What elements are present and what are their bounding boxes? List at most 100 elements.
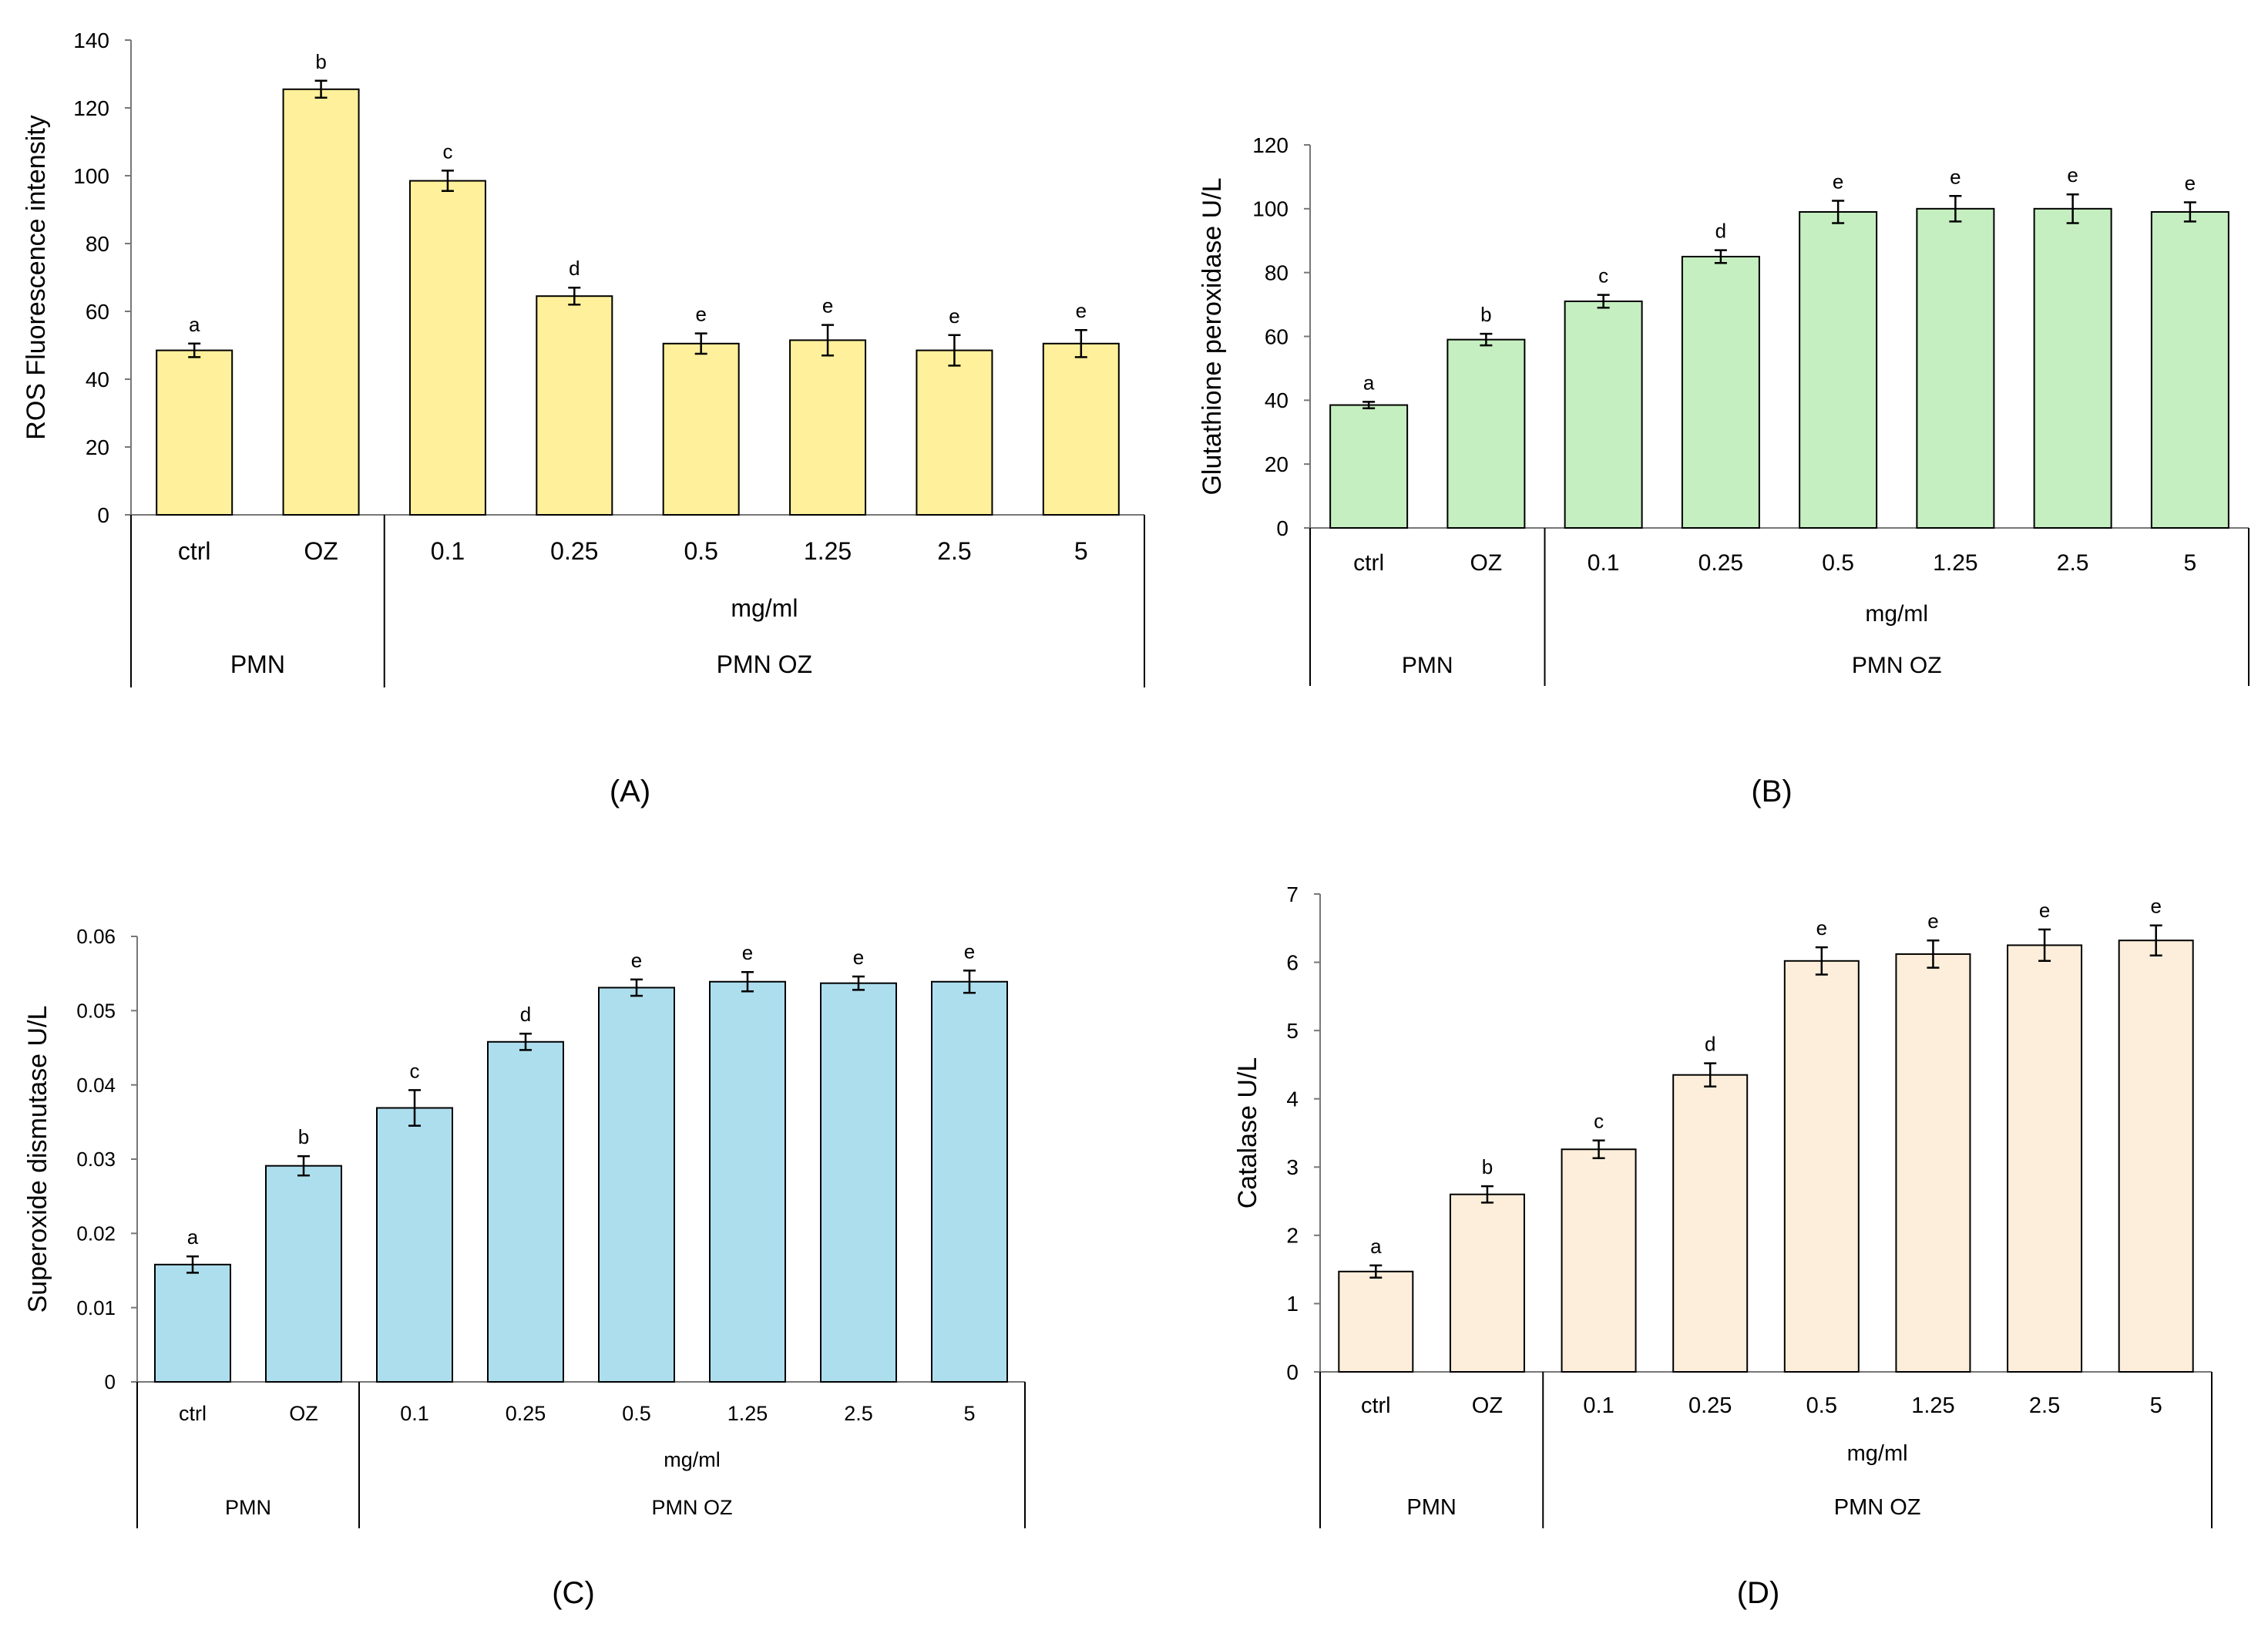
significance-label: c	[442, 139, 452, 163]
category-label: 2.5	[937, 537, 971, 565]
category-label: 0.25	[506, 1402, 546, 1425]
bar	[1564, 300, 1643, 529]
significance-label: b	[1480, 303, 1491, 326]
significance-label: e	[695, 303, 706, 326]
category-label: ctrl	[179, 1402, 207, 1425]
significance-label: e	[964, 939, 975, 963]
group-label: PMN OZ	[717, 650, 812, 678]
x-sub-label: mg/ml	[731, 594, 798, 622]
y-axis-title: Glutathione peroxidase U/L	[1198, 177, 1227, 495]
y-tick-label: 0.04	[76, 1074, 116, 1097]
y-tick-label: 5	[1286, 1019, 1299, 1043]
category-label: 2.5	[844, 1402, 873, 1425]
significance-label: b	[315, 50, 326, 73]
bar	[709, 980, 786, 1383]
y-tick-label: 40	[1265, 388, 1289, 412]
y-tick-label: 0	[97, 503, 109, 527]
y-tick-label: 60	[1265, 324, 1289, 348]
y-tick-label: 1	[1286, 1292, 1299, 1316]
significance-label: e	[1927, 909, 1938, 933]
significance-label: e	[2067, 163, 2078, 187]
chart-panel-3: 0 1 2 3 4 5 6 7 Catalase U/L a ctrl b OZ c 0.1 d 0.25 e 0.…	[1233, 882, 2213, 1610]
bar	[1895, 953, 1971, 1373]
bar	[1561, 1148, 1637, 1373]
group-label: PMN	[230, 650, 285, 678]
significance-label: b	[1482, 1155, 1493, 1178]
bar	[1449, 1193, 1525, 1373]
category-label: 1.25	[727, 1402, 768, 1425]
chart-panel-1: 0 20 40 60 80 100 120 Glutathione peroxidase U/…	[1198, 133, 2250, 808]
category-label: 0.1	[1583, 1393, 1614, 1418]
panel-label: (D)	[1737, 1576, 1780, 1610]
panel-label: (B)	[1751, 775, 1792, 808]
category-label: 5	[1074, 537, 1088, 565]
category-label: 0.1	[1588, 550, 1620, 576]
x-sub-label: mg/ml	[1847, 1441, 1908, 1466]
category-label: ctrl	[178, 537, 211, 565]
bar	[487, 1040, 564, 1383]
significance-label: e	[1816, 916, 1827, 939]
chart-panel-0: 0 20 40 60 80 100 120 140 ROS Fluorescence inten…	[22, 29, 1145, 808]
category-label: 1.25	[1933, 550, 1977, 576]
bar	[1916, 207, 1995, 529]
y-tick-label: 0	[1286, 1360, 1299, 1384]
category-label: 5	[2184, 550, 2197, 576]
significance-label: e	[853, 946, 864, 969]
significance-label: c	[1598, 264, 1608, 287]
bar	[154, 1263, 231, 1383]
y-tick-label: 80	[1265, 260, 1289, 284]
significance-label: e	[2185, 172, 2196, 195]
category-label: 0.25	[1688, 1393, 1732, 1418]
category-label: 2.5	[2057, 550, 2089, 576]
significance-label: b	[298, 1125, 309, 1148]
category-label: OZ	[304, 537, 338, 565]
significance-label: a	[189, 313, 200, 336]
y-tick-label: 140	[73, 29, 109, 52]
significance-label: e	[1950, 165, 1961, 188]
x-sub-label: mg/ml	[1865, 601, 1928, 627]
bar	[1783, 960, 1860, 1373]
bar	[2150, 210, 2229, 529]
bar	[789, 339, 867, 516]
y-tick-label: 3	[1286, 1155, 1299, 1179]
bar	[1681, 255, 1760, 529]
category-label: OZ	[1470, 550, 1503, 576]
y-axis-title: Catalase U/L	[1233, 1057, 1262, 1209]
category-label: OZ	[1472, 1393, 1503, 1418]
category-label: 0.25	[550, 537, 598, 565]
bar	[1338, 1270, 1414, 1373]
category-label: 1.25	[1911, 1393, 1954, 1418]
significance-label: e	[822, 294, 833, 318]
x-group-bracket: PMN PMN OZ mg/ml	[1309, 528, 2250, 686]
y-tick-label: 120	[1252, 133, 1289, 157]
category-label: 0.25	[1698, 550, 1743, 576]
significance-label: e	[2150, 895, 2161, 918]
category-label: OZ	[289, 1402, 318, 1425]
y-tick-label: 80	[86, 232, 109, 256]
group-label: PMN	[1406, 1495, 1456, 1520]
y-axis-title: ROS Fluorescence intensity	[22, 115, 51, 439]
group-label: PMN OZ	[652, 1496, 733, 1519]
y-tick-label: 60	[86, 300, 109, 324]
bar	[662, 342, 740, 516]
bar	[2033, 207, 2112, 529]
significance-label: e	[631, 949, 642, 972]
category-label: 5	[963, 1402, 975, 1425]
significance-label: e	[1076, 299, 1087, 322]
category-label: ctrl	[1353, 550, 1384, 576]
y-tick-label: 40	[86, 368, 109, 392]
y-tick-label: 0.01	[76, 1296, 116, 1319]
x-group-bracket: PMN PMN OZ mg/ml	[136, 1382, 1026, 1528]
x-sub-label: mg/ml	[664, 1448, 721, 1471]
bar	[1446, 338, 1526, 529]
y-tick-label: 0.03	[76, 1148, 116, 1171]
significance-label: a	[1370, 1235, 1382, 1258]
x-group-bracket: PMN PMN OZ mg/ml	[130, 515, 1145, 687]
y-tick-label: 4	[1286, 1087, 1299, 1111]
significance-label: d	[1705, 1033, 1715, 1056]
y-tick-label: 2	[1286, 1224, 1299, 1248]
bar	[820, 982, 897, 1383]
group-label: PMN OZ	[1852, 653, 1942, 678]
category-label: 0.5	[1822, 550, 1854, 576]
bar	[376, 1107, 453, 1383]
